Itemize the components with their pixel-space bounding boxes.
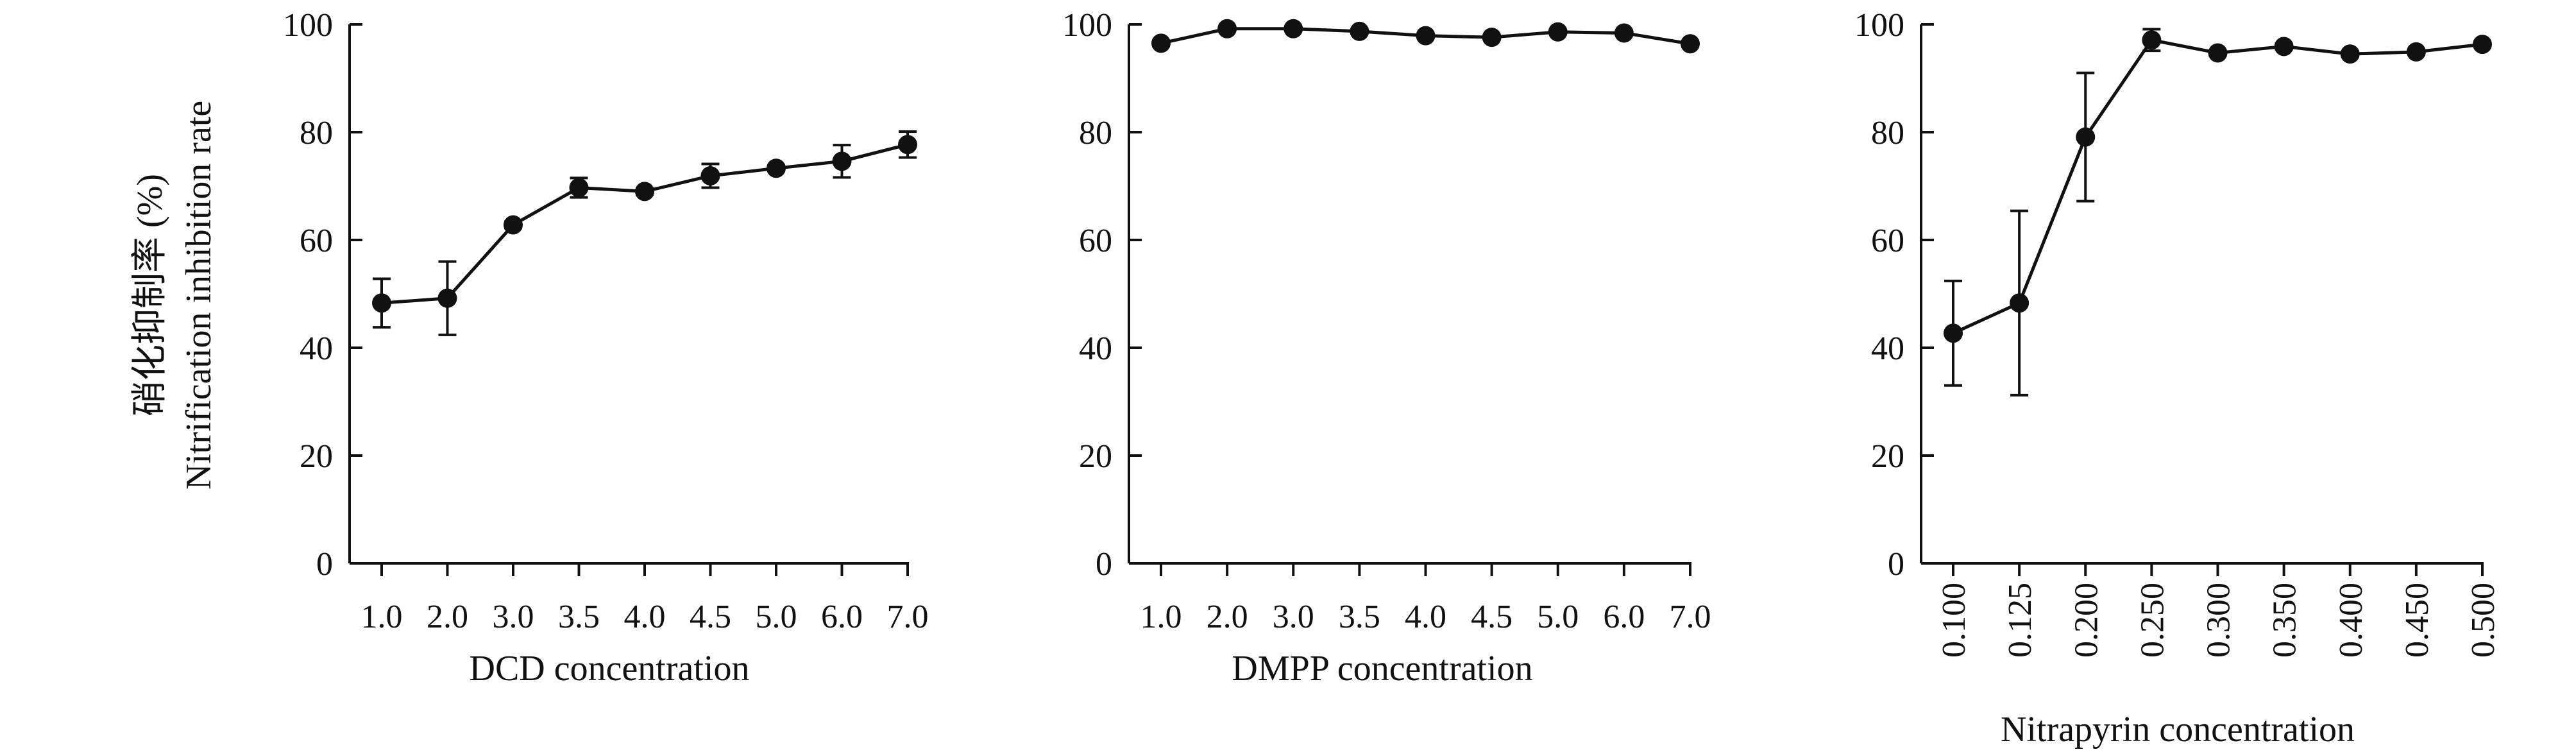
x-tick-label: 2.0: [427, 599, 468, 635]
data-point: [2274, 37, 2294, 56]
x-tick-label: 0.500: [2465, 583, 2502, 658]
panel-dmpp: DMPP concentration 0 20 40 60 80 100 1.0 2.0 3.0…: [1062, 7, 1711, 688]
y-tick-label: 0: [1888, 546, 1904, 583]
x-tick-label: 4.0: [624, 599, 666, 635]
data-point: [1944, 323, 1963, 343]
y-tick-label: 0: [1096, 546, 1112, 583]
x-tick-label: 0.125: [2002, 583, 2038, 658]
data-point: [1614, 23, 1634, 43]
x-axis-title: Nitrapyrin concentration: [2001, 710, 2355, 749]
data-point: [1284, 19, 1303, 38]
y-tick-label: 100: [1062, 7, 1112, 44]
y-tick-label: 100: [1854, 7, 1904, 44]
x-axis-title: DCD concentration: [470, 649, 750, 688]
data-point: [569, 178, 589, 198]
data-point: [2473, 35, 2492, 55]
x-tick-label: 7.0: [1670, 599, 1711, 635]
x-tick-label: 1.0: [361, 599, 403, 635]
data-point: [2010, 293, 2029, 313]
x-tick-label: 3.0: [1273, 599, 1314, 635]
y-tick-label: 20: [1079, 438, 1112, 475]
y-axis-title: Nitrification inhibition rate: [179, 101, 219, 490]
y-tick-label: 100: [283, 7, 333, 44]
x-tick-label: 3.5: [558, 599, 600, 635]
y-tick-label: 20: [1871, 438, 1904, 475]
x-tick-label: 0.300: [2201, 583, 2237, 658]
x-tick-label: 5.0: [756, 599, 797, 635]
y-tick-label: 80: [1871, 115, 1904, 151]
x-tick-label: 2.0: [1207, 599, 1248, 635]
y-axis-title-cn: 硝化抑制率 (%): [130, 174, 170, 416]
x-tick-label: 0.350: [2267, 583, 2303, 658]
x-tick-label: 7.0: [887, 599, 929, 635]
data-point: [1482, 28, 1502, 47]
y-tick-label: 60: [1871, 223, 1904, 259]
y-tick-label: 60: [1079, 223, 1112, 259]
data-point: [504, 215, 523, 235]
data-point: [1350, 21, 1369, 41]
y-tick-label: 40: [1871, 330, 1904, 367]
data-point: [1681, 34, 1700, 54]
x-tick-label: 0.100: [1936, 583, 1972, 658]
data-point: [437, 288, 457, 308]
y-tick-label: 80: [300, 115, 333, 151]
data-point: [2142, 30, 2162, 50]
series-line: [1952, 38, 2483, 335]
data-point: [2076, 127, 2096, 147]
x-tick-label: 6.0: [1603, 599, 1645, 635]
x-tick-label: 6.0: [821, 599, 863, 635]
data-point: [1548, 22, 1568, 42]
x-tick-label: 1.0: [1140, 599, 1182, 635]
x-tick-label: 0.250: [2134, 583, 2171, 658]
x-tick-label: 0.200: [2068, 583, 2105, 658]
data-point: [2406, 42, 2426, 62]
data-point: [700, 166, 720, 186]
x-tick-label: 4.0: [1405, 599, 1446, 635]
x-tick-label: 5.0: [1537, 599, 1579, 635]
x-tick-label: 3.0: [493, 599, 534, 635]
x-tick-label: 4.5: [690, 599, 731, 635]
x-axis-title: DMPP concentration: [1232, 649, 1532, 688]
data-point: [832, 151, 852, 171]
data-point: [2340, 44, 2360, 64]
data-point: [1416, 26, 1436, 46]
y-tick-label: 40: [300, 330, 333, 367]
data-point: [1151, 33, 1171, 53]
x-tick-label: 0.450: [2399, 583, 2436, 658]
data-point: [2208, 43, 2228, 63]
y-tick-label: 20: [300, 438, 333, 475]
y-tick-label: 40: [1079, 330, 1112, 367]
y-tick-label: 60: [300, 223, 333, 259]
y-tick-label: 0: [316, 546, 333, 583]
data-point: [635, 182, 654, 201]
data-point: [767, 158, 786, 178]
panel-nitrapyrin: Nitrapyrin concentration 0 20 40 60 80 100 0.1…: [1854, 7, 2502, 749]
data-point: [372, 293, 391, 313]
data-point: [1217, 19, 1237, 38]
x-tick-label: 0.400: [2333, 583, 2369, 658]
panel-dcd: 硝化抑制率 (%) Nitrification inhibition rate …: [130, 7, 929, 688]
series-line: [381, 142, 908, 305]
y-tick-label: 80: [1079, 115, 1112, 151]
x-tick-label: 3.5: [1339, 599, 1380, 635]
x-tick-label: 4.5: [1471, 599, 1513, 635]
data-point: [898, 135, 917, 155]
